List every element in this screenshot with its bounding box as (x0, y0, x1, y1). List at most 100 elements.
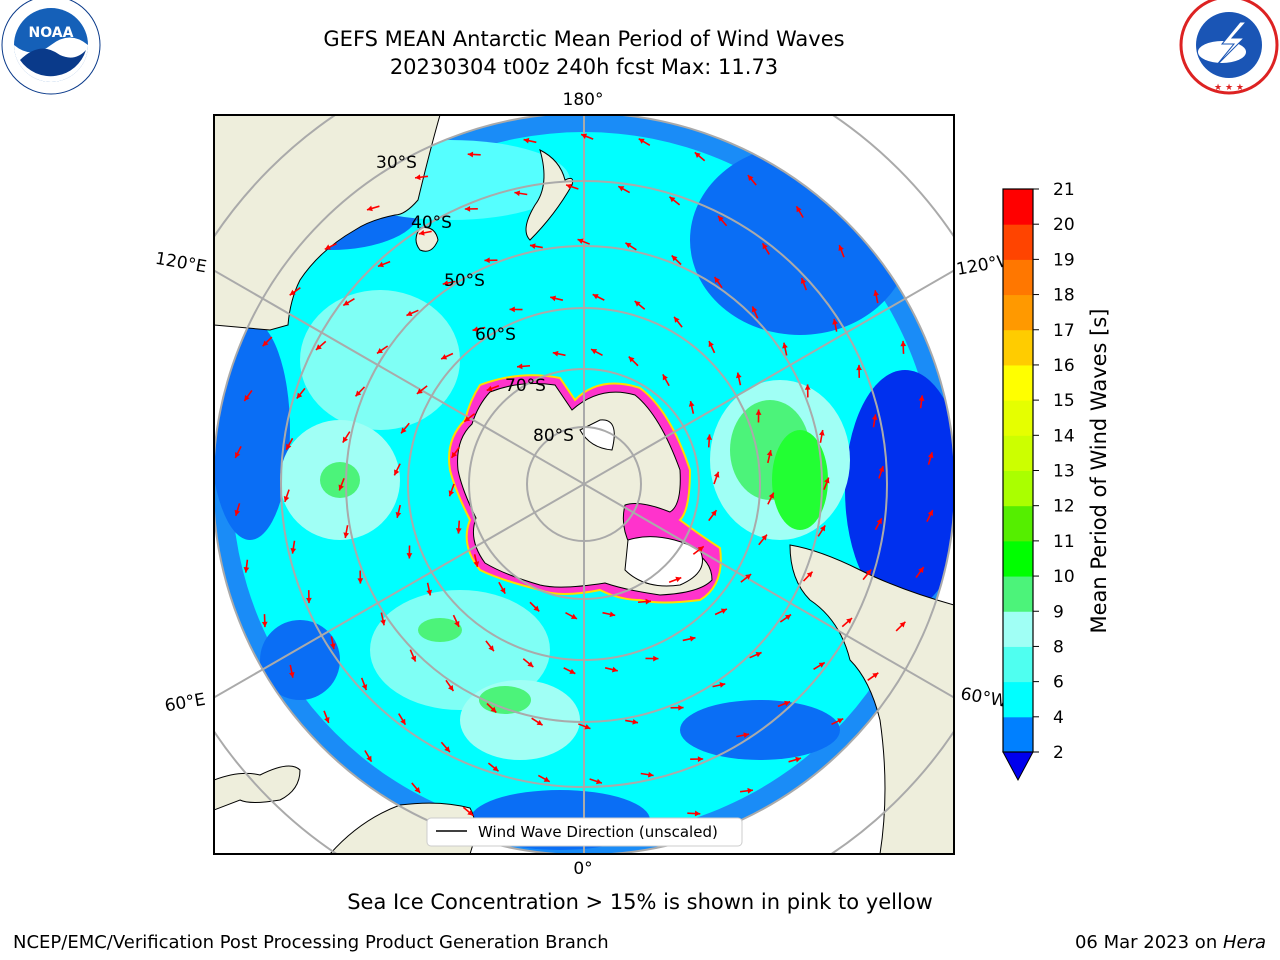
chart-title: GEFS MEAN Antarctic Mean Period of Wind … (323, 27, 845, 51)
wind-wave-arrow-head (804, 384, 811, 390)
wind-wave-arrow-head (357, 578, 364, 584)
lat-label-50s: 50°S (444, 271, 485, 291)
wind-wave-arrow-head (927, 509, 933, 516)
wind-wave-arrow-head (488, 645, 494, 652)
lon-label-60e: 60°E (163, 690, 207, 717)
colorbar-bin (1003, 189, 1033, 225)
credit-right: 06 Mar 2023 on Hera (1075, 932, 1266, 953)
wind-wave-arrow-head (289, 289, 296, 296)
wind-wave-arrow-head (492, 765, 499, 772)
lon-label-120e: 120°E (154, 249, 208, 278)
wind-wave-arrow-head (448, 490, 455, 497)
wind-wave-arrow-head (500, 587, 506, 594)
wind-wave-arrow-head (426, 589, 433, 596)
wind-wave-arrow-head (768, 492, 774, 499)
colorbar-bin (1003, 681, 1033, 718)
colorbar-tick-label: 8 (1053, 637, 1064, 657)
wind-wave-arrow-head (876, 518, 882, 525)
wind-wave-arrow-head (509, 306, 515, 313)
wind-wave-arrow-head (261, 621, 268, 628)
colorbar: 2 4 6 8 9 10 11 12 13 14 15 16 17 18 19 20 21 Mean Perio… (1002, 180, 1111, 782)
wind-wave-arrow-head (671, 255, 678, 262)
wind-wave-arrow-head (719, 682, 726, 688)
wind-wave-arrow-head (846, 618, 853, 624)
wind-wave-arrow-head (735, 372, 742, 379)
wind-wave-arrow-head (818, 429, 825, 436)
wind-wave-arrow-head (899, 621, 906, 628)
wind-wave-arrow-head (464, 416, 471, 422)
wind-wave-arrow-head (243, 567, 250, 573)
colorbar-bin (1003, 435, 1033, 471)
wind-wave-arrow-head (416, 388, 423, 394)
wind-wave-arrow-head (645, 598, 651, 605)
wind-wave-arrow-head (366, 205, 373, 212)
wind-wave-arrow-head (625, 242, 632, 249)
colorbar-bin (1003, 470, 1033, 507)
wind-wave-arrow-head (584, 724, 591, 730)
wind-wave-arrow-head (418, 230, 425, 236)
wind-wave-arrow-head (552, 350, 559, 357)
map-frame (213, 114, 955, 855)
wind-wave-arrow-head (872, 672, 879, 679)
wind-wave-arrow-head (918, 567, 924, 573)
colorbar-bin (1003, 224, 1033, 260)
wind-wave-arrow-head (806, 571, 813, 578)
wind-wave-arrow-head (674, 316, 680, 323)
colorbar-tick-label: 12 (1053, 497, 1075, 517)
wind-wave-arrow-head (653, 655, 659, 662)
wind-wave-arrow-head (262, 340, 269, 347)
wind-wave-arrow-head (800, 277, 807, 284)
wind-wave-arrow-head (900, 340, 907, 347)
noaa-logo-text: NOAA (29, 25, 74, 41)
wind-wave-arrow-head (490, 706, 497, 713)
colorbar-tick-label: 14 (1053, 426, 1075, 446)
lat-label-80s: 80°S (533, 426, 574, 446)
colorbar-bin (1003, 611, 1033, 647)
wind-wave-arrow-head (338, 484, 344, 491)
wind-wave-arrow-head (514, 190, 521, 197)
colorbar-bins (1003, 189, 1033, 753)
wind-wave-arrow-head (751, 306, 758, 313)
colorbar-tick-label: 20 (1053, 215, 1075, 235)
wind-wave-arrow-head (442, 280, 449, 286)
wind-wave-arrow-head (785, 614, 792, 620)
wind-wave-arrow-head (441, 354, 448, 360)
wind-wave-arrow-head (529, 243, 536, 250)
wind-wave-arrow-head (517, 363, 523, 370)
colorbar-tick-label: 15 (1053, 391, 1075, 411)
colorbar-title: Mean Period of Wind Waves [s] (1087, 309, 1111, 634)
wind-wave-arrow-head (400, 718, 406, 725)
wind-wave-arrow-head (286, 443, 292, 450)
wind-wave-arrow-head (324, 244, 331, 250)
wind-wave-arrow-head (688, 401, 695, 407)
wind-wave-arrow-head (927, 452, 934, 459)
wind-wave-arrow-head (234, 509, 241, 516)
colorbar-bin (1003, 505, 1033, 542)
wind-wave-arrow-head (782, 342, 788, 349)
colorbar-bin (1003, 329, 1033, 366)
lat-label-30s: 30°S (376, 153, 417, 173)
wind-wave-arrow-head (484, 257, 490, 264)
noaa-logo: NOAA (1, 0, 101, 95)
colorbar-tick-label: 6 (1053, 673, 1064, 693)
wind-wave-arrow-head (694, 810, 701, 817)
wind-wave-arrow-head (706, 434, 713, 440)
wind-wave-arrow-head (406, 553, 413, 559)
wind-wave-arrow-head (755, 651, 762, 658)
wind-wave-arrow-head (550, 295, 557, 302)
wind-wave-arrow-head (871, 414, 878, 421)
colorbar-tick-label: 16 (1053, 356, 1075, 376)
credit-machine: Hera (1222, 932, 1266, 953)
wind-wave-arrow-head (290, 547, 297, 554)
wind-wave-arrow-head (795, 756, 802, 763)
wind-wave-arrow-head (796, 206, 802, 213)
wind-wave-arrow-head (444, 746, 450, 753)
wind-wave-arrow-head (415, 174, 421, 181)
wind-wave-arrow-head (689, 635, 696, 642)
wind-wave-arrow-head (838, 245, 844, 251)
wind-wave-arrow-head (784, 700, 791, 707)
wind-wave-arrow-head (697, 546, 704, 552)
sea-ice-note: Sea Ice Concentration > 15% is shown in … (347, 890, 933, 914)
wind-wave-arrow-head (762, 243, 768, 250)
